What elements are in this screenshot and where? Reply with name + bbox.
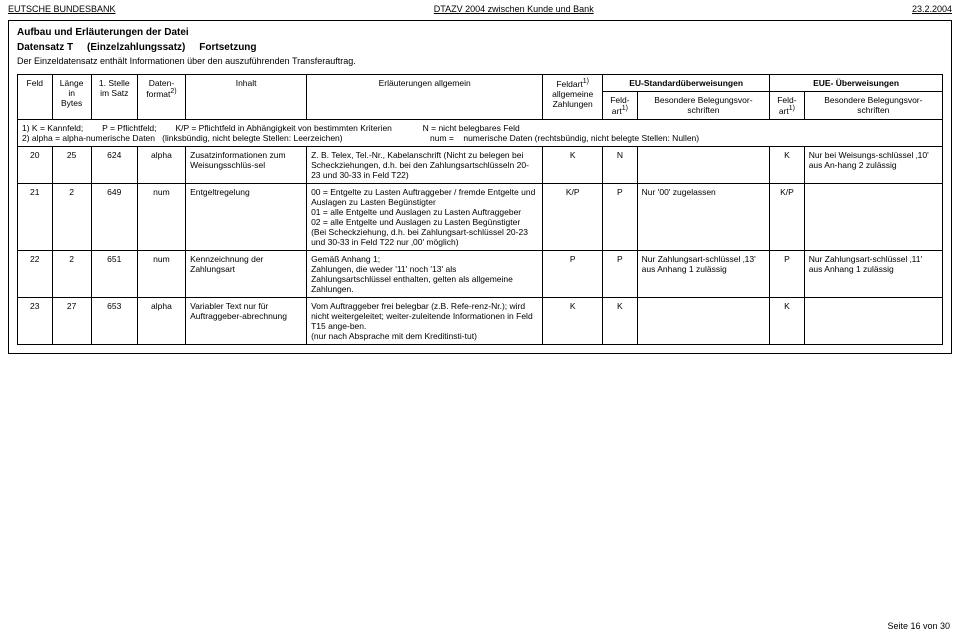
- header-right: 23.2.2004: [912, 4, 952, 14]
- cell-inhalt: Entgeltregelung: [186, 183, 307, 250]
- cell-format: num: [137, 250, 185, 297]
- col-len: Länge in Bytes: [52, 75, 91, 120]
- cell-eue-beleg: [804, 183, 942, 250]
- col-inhalt: Inhalt: [186, 75, 307, 120]
- legend-row: 1) K = Kannfeld; P = Pflichtfeld; K/P = …: [18, 119, 943, 146]
- col-stelle: 1. Stelle im Satz: [91, 75, 137, 120]
- cell-feld: 23: [18, 297, 53, 344]
- legend-2d: numerische Daten (rechtsbündig, nicht be…: [463, 133, 699, 143]
- cell-format: alpha: [137, 146, 185, 183]
- cell-erl: 00 = Entgelte zu Lasten Auftraggeber / f…: [307, 183, 543, 250]
- col-format: Daten-format2): [137, 75, 185, 120]
- header-center: DTAZV 2004 zwischen Kunde und Bank: [116, 4, 912, 14]
- cell-eue-beleg: Nur bei Weisungs-schlüssel ‚10' aus An-h…: [804, 146, 942, 183]
- cell-eu-beleg: Nur '00' zugelassen: [637, 183, 769, 250]
- cell-eue-beleg: [804, 297, 942, 344]
- cell-feld: 21: [18, 183, 53, 250]
- cell-eu-feldart: P: [603, 183, 638, 250]
- cell-eue-feldart: K: [770, 146, 805, 183]
- cell-format: num: [137, 183, 185, 250]
- cell-stelle: 624: [91, 146, 137, 183]
- cell-inhalt: Kennzeichnung der Zahlungsart: [186, 250, 307, 297]
- table-row: 222651numKennzeichnung der ZahlungsartGe…: [18, 250, 943, 297]
- cell-format: alpha: [137, 297, 185, 344]
- cell-len: 2: [52, 250, 91, 297]
- cell-stelle: 649: [91, 183, 137, 250]
- cell-erl: Z. B. Telex, Tel.-Nr., Kabelanschrift (N…: [307, 146, 543, 183]
- page-footer: Seite 16 von 30: [887, 621, 950, 631]
- content-box: Aufbau und Erläuterungen der Datei Daten…: [8, 20, 952, 354]
- cell-eu-beleg: [637, 297, 769, 344]
- col-erl: Erläuterungen allgemein: [307, 75, 543, 120]
- col-eu-feldart: Feld-art1): [603, 92, 638, 120]
- table-row: 212649numEntgeltregelung00 = Entgelte zu…: [18, 183, 943, 250]
- legend-1c: K/P = Pflichtfeld in Abhängigkeit von be…: [175, 123, 391, 133]
- cell-len: 27: [52, 297, 91, 344]
- col-eue-feldart: Feld-art1): [770, 92, 805, 120]
- cell-feld: 22: [18, 250, 53, 297]
- table-row: 2327653alphaVariabler Text nur für Auftr…: [18, 297, 943, 344]
- legend-cell: 1) K = Kannfeld; P = Pflichtfeld; K/P = …: [18, 119, 943, 146]
- cell-feldart-general: K: [543, 146, 603, 183]
- section-sub-suffix: Fortsetzung: [199, 42, 256, 53]
- cell-eue-feldart: K/P: [770, 183, 805, 250]
- cell-inhalt: Zusatzinformationen zum Weisungsschlüs-s…: [186, 146, 307, 183]
- cell-eue-beleg: Nur Zahlungsart-schlüssel ‚11' aus Anhan…: [804, 250, 942, 297]
- cell-eue-feldart: K: [770, 297, 805, 344]
- col-eue: EUE- Überweisungen: [770, 75, 943, 92]
- header-left: EUTSCHE BUNDESBANK: [8, 4, 116, 14]
- cell-eu-feldart: K: [603, 297, 638, 344]
- legend-2c: num =: [430, 133, 454, 143]
- cell-eue-feldart: P: [770, 250, 805, 297]
- section-sub-paren: (Einzelzahlungssatz): [87, 42, 185, 53]
- cell-inhalt: Variabler Text nur für Auftraggeber-abre…: [186, 297, 307, 344]
- section-desc: Der Einzeldatensatz enthält Informatione…: [17, 56, 943, 66]
- legend-2b: (linksbündig, nicht belegte Stellen: Lee…: [162, 133, 343, 143]
- legend-2a: 2) alpha = alpha-numerische Daten: [22, 133, 155, 143]
- header-row-1: Feld Länge in Bytes 1. Stelle im Satz Da…: [18, 75, 943, 92]
- cell-eu-beleg: [637, 146, 769, 183]
- legend-1b: P = Pflichtfeld;: [102, 123, 156, 133]
- cell-feldart-general: P: [543, 250, 603, 297]
- table-row: 2025624alphaZusatzinformationen zum Weis…: [18, 146, 943, 183]
- legend-1a: 1) K = Kannfeld;: [22, 123, 83, 133]
- section-sub-prefix: Datensatz T: [17, 42, 73, 53]
- col-eue-beleg: Besondere Belegungsvor-schriften: [804, 92, 942, 120]
- col-eu-beleg: Besondere Belegungsvor-schriften: [637, 92, 769, 120]
- cell-stelle: 653: [91, 297, 137, 344]
- col-eu: EU-Standardüberweisungen: [603, 75, 770, 92]
- cell-feld: 20: [18, 146, 53, 183]
- cell-eu-beleg: Nur Zahlungsart-schlüssel ‚13' aus Anhan…: [637, 250, 769, 297]
- cell-len: 25: [52, 146, 91, 183]
- cell-eu-feldart: N: [603, 146, 638, 183]
- cell-erl: Gemäß Anhang 1; Zahlungen, die weder '11…: [307, 250, 543, 297]
- cell-eu-feldart: P: [603, 250, 638, 297]
- col-feld: Feld: [18, 75, 53, 120]
- cell-feldart-general: K/P: [543, 183, 603, 250]
- section-subtitle: Datensatz T (Einzelzahlungssatz) Fortset…: [17, 42, 943, 53]
- page-header: EUTSCHE BUNDESBANK DTAZV 2004 zwischen K…: [8, 4, 952, 14]
- cell-stelle: 651: [91, 250, 137, 297]
- section-title: Aufbau und Erläuterungen der Datei: [17, 27, 943, 38]
- legend-1d: N = nicht belegbares Feld: [423, 123, 520, 133]
- cell-feldart-general: K: [543, 297, 603, 344]
- data-table: Feld Länge in Bytes 1. Stelle im Satz Da…: [17, 74, 943, 345]
- cell-len: 2: [52, 183, 91, 250]
- cell-erl: Vom Auftraggeber frei belegbar (z.B. Ref…: [307, 297, 543, 344]
- col-feldart-general: Feldart1) allgemeine Zahlungen: [543, 75, 603, 120]
